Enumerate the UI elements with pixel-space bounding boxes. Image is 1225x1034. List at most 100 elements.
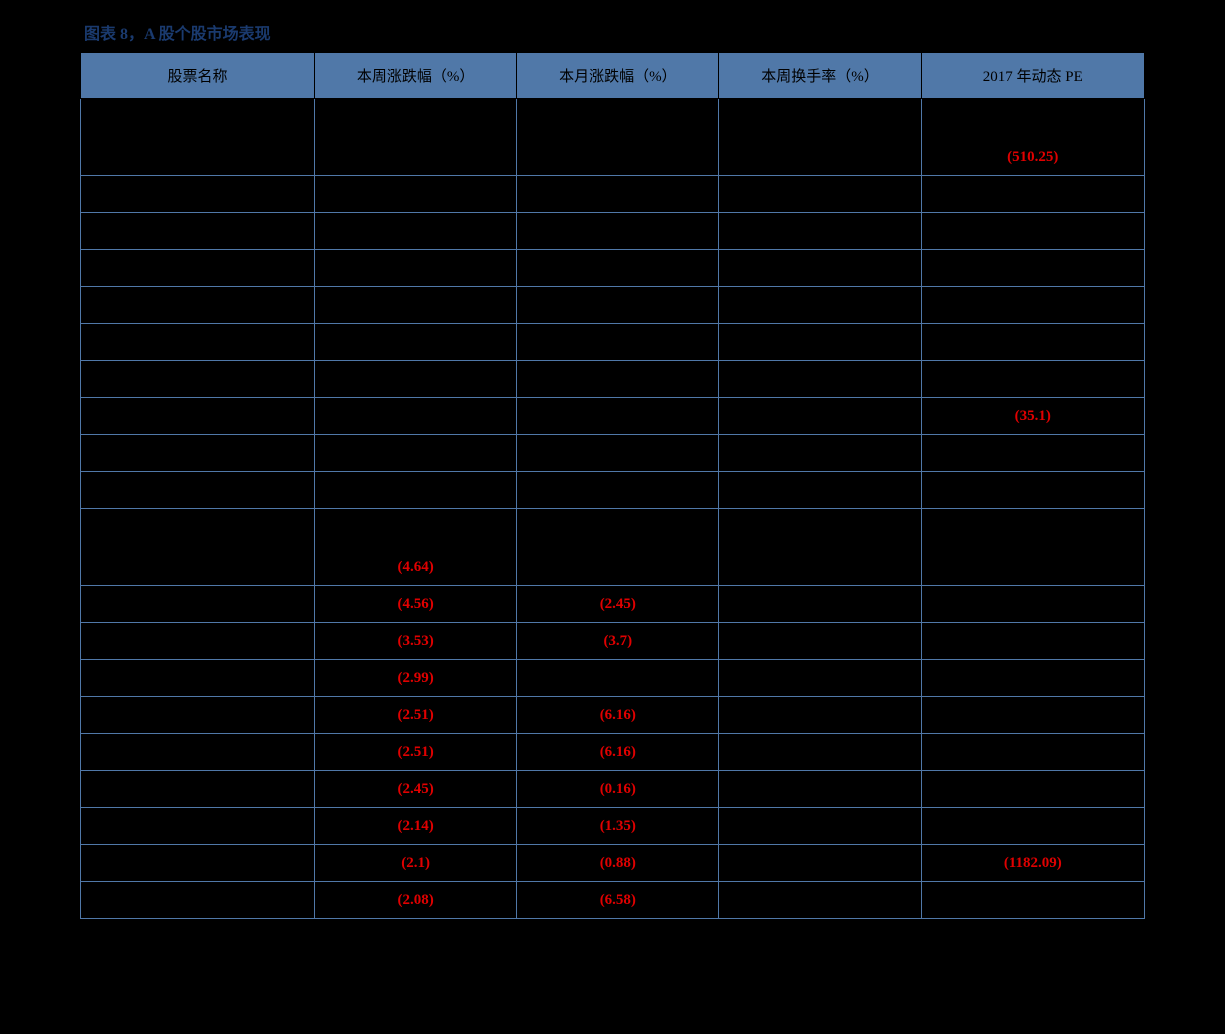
table-cell — [517, 361, 719, 398]
table-row: (35.1) — [81, 398, 1145, 435]
table-cell — [517, 250, 719, 287]
table-header: 股票名称 本周涨跌幅（%） 本月涨跌幅（%） 本周换手率（%） 2017 年动态… — [81, 53, 1145, 99]
col-header-month-change: 本月涨跌幅（%） — [517, 53, 719, 99]
col-header-dynamic-pe: 2017 年动态 PE — [921, 53, 1144, 99]
table-cell — [719, 882, 921, 919]
table-cell — [517, 435, 719, 472]
table-cell — [81, 213, 315, 250]
table-cell — [719, 213, 921, 250]
page-container: 图表 8，A 股个股市场表现 股票名称 本周涨跌幅（%） 本月涨跌幅（%） 本周… — [0, 0, 1225, 939]
table-cell — [315, 250, 517, 287]
table-cell: (2.45) — [517, 586, 719, 623]
table-row: (2.51)(6.16) — [81, 697, 1145, 734]
table-cell — [315, 435, 517, 472]
table-row — [81, 213, 1145, 250]
table-cell: (35.1) — [921, 398, 1144, 435]
table-cell: (4.56) — [315, 586, 517, 623]
table-cell: (3.7) — [517, 623, 719, 660]
table-cell — [517, 398, 719, 435]
table-row: (3.53)(3.7) — [81, 623, 1145, 660]
table-cell — [719, 435, 921, 472]
table-cell — [81, 361, 315, 398]
section-row — [81, 99, 1145, 140]
table-row: (4.56)(2.45) — [81, 586, 1145, 623]
table-cell — [921, 660, 1144, 697]
table-cell — [921, 435, 1144, 472]
table-row — [81, 435, 1145, 472]
table-cell — [81, 472, 315, 509]
table-cell — [81, 623, 315, 660]
table-cell — [517, 287, 719, 324]
table-cell — [81, 435, 315, 472]
table-cell — [81, 808, 315, 845]
table-cell: (2.51) — [315, 734, 517, 771]
table-row: (4.64) — [81, 549, 1145, 586]
table-cell — [517, 472, 719, 509]
table-cell — [81, 771, 315, 808]
table-row: (2.51)(6.16) — [81, 734, 1145, 771]
table-cell — [921, 734, 1144, 771]
table-cell: (0.16) — [517, 771, 719, 808]
table-cell — [719, 808, 921, 845]
table-cell — [719, 139, 921, 176]
table-row: (2.1)(0.88)(1182.09) — [81, 845, 1145, 882]
table-cell — [517, 213, 719, 250]
table-cell — [81, 697, 315, 734]
table-cell — [921, 771, 1144, 808]
table-cell — [719, 845, 921, 882]
table-title: 图表 8，A 股个股市场表现 — [80, 20, 1145, 44]
table-cell — [921, 472, 1144, 509]
section-cell — [719, 509, 921, 550]
table-cell — [921, 324, 1144, 361]
table-row: (2.99) — [81, 660, 1145, 697]
table-cell — [517, 139, 719, 176]
table-row — [81, 361, 1145, 398]
section-row — [81, 509, 1145, 550]
table-cell — [719, 176, 921, 213]
table-cell — [315, 361, 517, 398]
table-cell — [719, 287, 921, 324]
section-cell — [315, 99, 517, 140]
table-cell: (2.51) — [315, 697, 517, 734]
table-cell: (2.14) — [315, 808, 517, 845]
table-cell — [315, 139, 517, 176]
table-cell — [921, 549, 1144, 586]
table-cell — [719, 250, 921, 287]
table-cell — [517, 176, 719, 213]
table-cell — [921, 808, 1144, 845]
table-cell — [315, 213, 517, 250]
table-cell — [81, 660, 315, 697]
table-cell — [315, 176, 517, 213]
table-cell: (4.64) — [315, 549, 517, 586]
table-row: (2.08)(6.58) — [81, 882, 1145, 919]
table-cell — [921, 176, 1144, 213]
table-body: (510.25) (35.1) (4.64)(4.56)(2.45)(3.53)(3… — [81, 99, 1145, 919]
table-cell: (1182.09) — [921, 845, 1144, 882]
table-cell — [719, 734, 921, 771]
table-row — [81, 176, 1145, 213]
table-row — [81, 324, 1145, 361]
table-cell — [719, 398, 921, 435]
table-cell — [719, 549, 921, 586]
table-row — [81, 472, 1145, 509]
table-cell: (6.58) — [517, 882, 719, 919]
table-cell: (6.16) — [517, 697, 719, 734]
section-cell — [517, 99, 719, 140]
table-cell — [81, 398, 315, 435]
table-cell — [81, 139, 315, 176]
table-cell — [81, 250, 315, 287]
table-row: (2.45)(0.16) — [81, 771, 1145, 808]
table-cell — [921, 623, 1144, 660]
table-cell: (6.16) — [517, 734, 719, 771]
table-cell — [921, 287, 1144, 324]
table-cell — [921, 250, 1144, 287]
table-row: (510.25) — [81, 139, 1145, 176]
section-cell — [517, 509, 719, 550]
col-header-stock-name: 股票名称 — [81, 53, 315, 99]
table-cell — [517, 324, 719, 361]
table-cell: (2.1) — [315, 845, 517, 882]
table-cell — [719, 472, 921, 509]
table-cell — [719, 660, 921, 697]
table-cell — [81, 845, 315, 882]
table-cell: (2.08) — [315, 882, 517, 919]
